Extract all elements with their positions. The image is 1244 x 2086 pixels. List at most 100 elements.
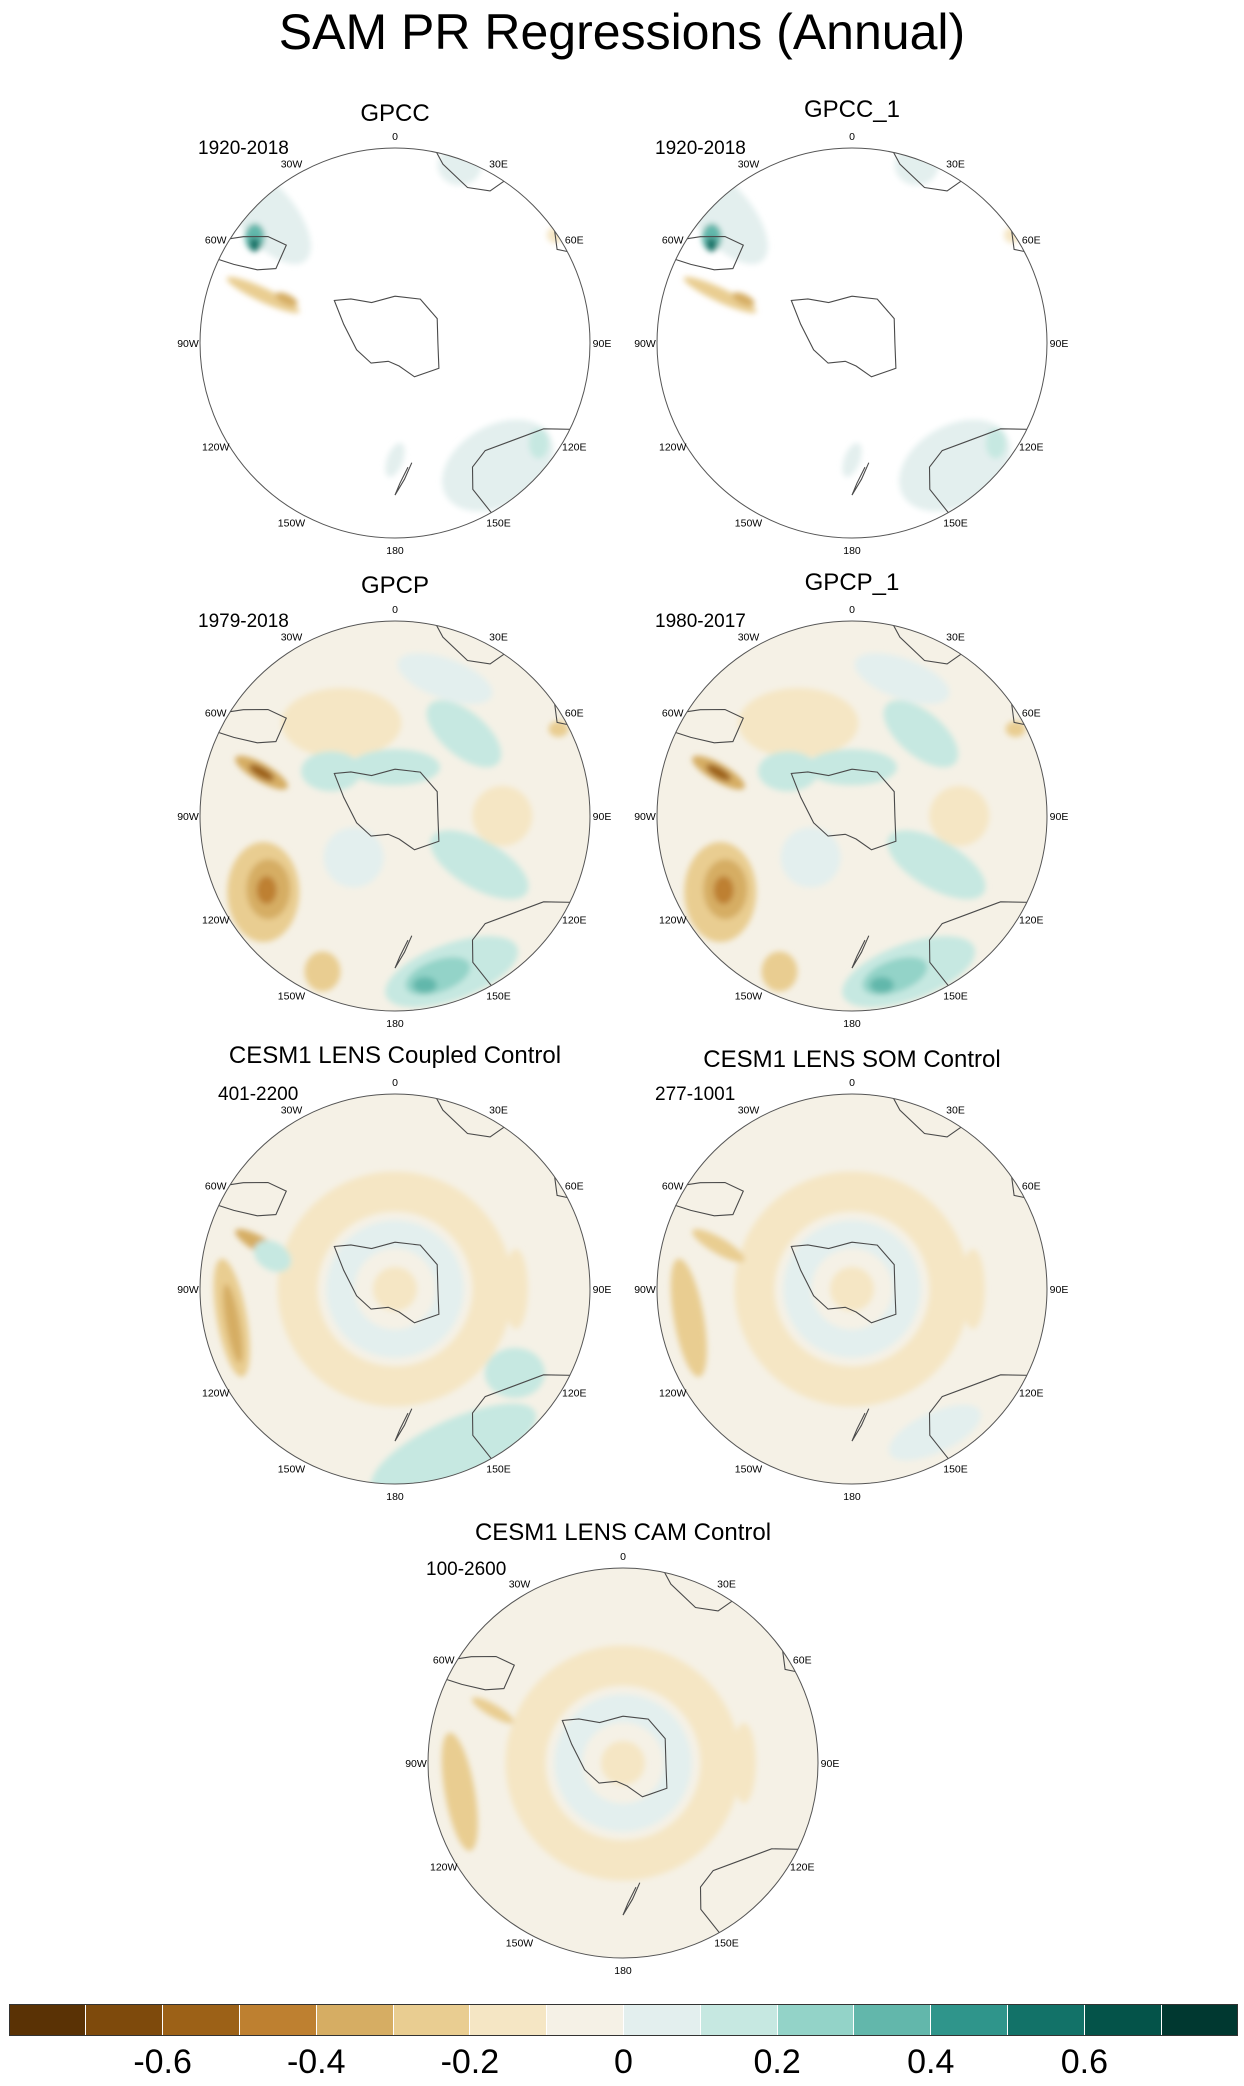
anomaly-patch xyxy=(883,700,959,768)
madagascar-coastline xyxy=(1011,231,1025,253)
colorbar-swatch xyxy=(393,2004,471,2036)
longitude-label: 90E xyxy=(593,811,612,823)
map-boundary xyxy=(656,147,1048,539)
longitude-label: 60E xyxy=(793,1655,812,1667)
australia-coastline xyxy=(699,1848,809,1941)
anomaly-patch xyxy=(371,1403,537,1484)
anomaly-patch xyxy=(397,653,493,704)
anomaly-patch xyxy=(1005,721,1026,738)
colorbar-swatch xyxy=(1161,2004,1238,2036)
south-america-coastline xyxy=(209,235,288,271)
colorbar-swatch xyxy=(239,2004,317,2036)
polar-map: 0 30E 60E 90E 120E 150E 180 150W 120W 90W 60W 30W xyxy=(177,604,612,1030)
longitude-label: 90E xyxy=(593,1284,612,1296)
polar-map: 0 30E 60E 90E 120E 150E 180 150W 120W 90W 60W 30W xyxy=(177,131,612,557)
longitude-label: 60W xyxy=(662,1181,684,1193)
longitude-label: 0 xyxy=(849,131,855,143)
longitude-label: 120W xyxy=(430,1862,458,1874)
anomaly-patch xyxy=(226,276,300,314)
new-zealand-coastline xyxy=(394,462,413,496)
longitude-label: 30E xyxy=(946,632,965,644)
longitude-label: 60W xyxy=(662,708,684,720)
longitude-label: 0 xyxy=(849,1077,855,1089)
map-boundary xyxy=(656,1093,1048,1485)
longitude-label: 60W xyxy=(205,1181,227,1193)
madagascar-coastline xyxy=(554,704,568,726)
antarctica-coastline xyxy=(333,768,440,851)
map-boundary xyxy=(199,1093,591,1485)
africa-coastline xyxy=(887,148,970,192)
anomaly-patch xyxy=(780,827,841,888)
longitude-label: 90E xyxy=(593,338,612,350)
map-boundary xyxy=(427,1567,819,1959)
longitude-label: 120W xyxy=(202,1388,230,1400)
australia-coastline xyxy=(928,901,1038,994)
madagascar-coastline xyxy=(782,1651,796,1673)
new-zealand-coastline xyxy=(851,1408,870,1442)
anomaly-patch xyxy=(256,876,277,905)
anomaly-ring xyxy=(277,1171,513,1407)
new-zealand-coastline xyxy=(622,1882,641,1916)
anomaly-patch xyxy=(548,721,569,738)
panel-title: CESM1 LENS CAM Control xyxy=(474,1519,772,1546)
colorbar-label: 0.2 xyxy=(753,2043,801,2081)
longitude-label: 90W xyxy=(177,338,199,350)
anomaly-patch xyxy=(830,1267,874,1311)
colorbar-swatch xyxy=(930,2004,1009,2036)
longitude-label: 30W xyxy=(738,159,760,171)
panel-title: GPCP xyxy=(360,572,429,599)
longitude-label: 0 xyxy=(392,604,398,616)
anomaly-patch xyxy=(887,830,986,900)
colorbar-swatch xyxy=(1084,2004,1162,2036)
anomaly-patch xyxy=(869,976,894,993)
polar-map: 0 30E 60E 90E 120E 150E 180 150W 120W 90W 60W 30W xyxy=(634,604,1068,1030)
anomaly-patch xyxy=(503,1249,528,1329)
longitude-label: 150W xyxy=(735,1463,763,1475)
anomaly-ring xyxy=(505,1645,741,1881)
africa-coastline xyxy=(887,1094,970,1138)
longitude-label: 90W xyxy=(177,1284,199,1296)
anomaly-ring xyxy=(326,1220,464,1358)
madagascar-coastline xyxy=(554,231,568,253)
anomaly-patch xyxy=(350,749,440,786)
new-zealand-coastline xyxy=(851,935,870,969)
anomaly-ring xyxy=(554,1694,692,1832)
longitude-label: 120W xyxy=(659,915,687,927)
anomaly-patch xyxy=(601,1741,645,1785)
antarctica-coastline xyxy=(790,768,897,851)
anomaly-patch xyxy=(301,751,362,792)
longitude-label: 60E xyxy=(565,235,584,247)
polar-map: 0 30E 60E 90E 120E 150E 180 150W 120W 90W 60W 30W xyxy=(634,1077,1068,1503)
longitude-label: 90E xyxy=(821,1758,840,1770)
anomaly-patch xyxy=(761,951,798,992)
longitude-label: 150E xyxy=(486,517,511,529)
colorbar-swatch xyxy=(546,2004,624,2036)
longitude-label: 0 xyxy=(392,131,398,143)
anomaly-patch xyxy=(426,700,502,768)
longitude-label: 120W xyxy=(202,442,230,454)
anomaly-patch xyxy=(528,428,549,459)
longitude-label: 150W xyxy=(278,990,306,1002)
longitude-label: 60W xyxy=(205,235,227,247)
colorbar xyxy=(9,2004,1238,2036)
colorbar-swatch xyxy=(162,2004,240,2036)
anomaly-patch xyxy=(275,292,298,306)
anomaly-patch xyxy=(692,1229,745,1263)
longitude-label: 0 xyxy=(392,1077,398,1089)
anomaly-patch xyxy=(441,1732,478,1851)
longitude-label: 120E xyxy=(562,442,587,454)
longitude-label: 30E xyxy=(946,159,965,171)
polar-map: 0 30E 60E 90E 120E 150E 180 150W 120W 90W 60W 30W xyxy=(177,1077,612,1503)
panel-title: GPCP_1 xyxy=(804,569,900,596)
longitude-label: 60W xyxy=(433,1655,455,1667)
colorbar-swatch xyxy=(1007,2004,1085,2036)
longitude-label: 180 xyxy=(386,1491,404,1503)
longitude-label: 120E xyxy=(562,915,587,927)
longitude-label: 180 xyxy=(843,1018,861,1030)
new-zealand-coastline xyxy=(394,1408,413,1442)
anomaly-patch xyxy=(807,749,897,786)
madagascar-coastline xyxy=(1011,704,1025,726)
anomaly-patch xyxy=(985,428,1006,459)
panel-period: 1920-2018 xyxy=(198,138,289,159)
australia-coastline xyxy=(928,428,1038,521)
